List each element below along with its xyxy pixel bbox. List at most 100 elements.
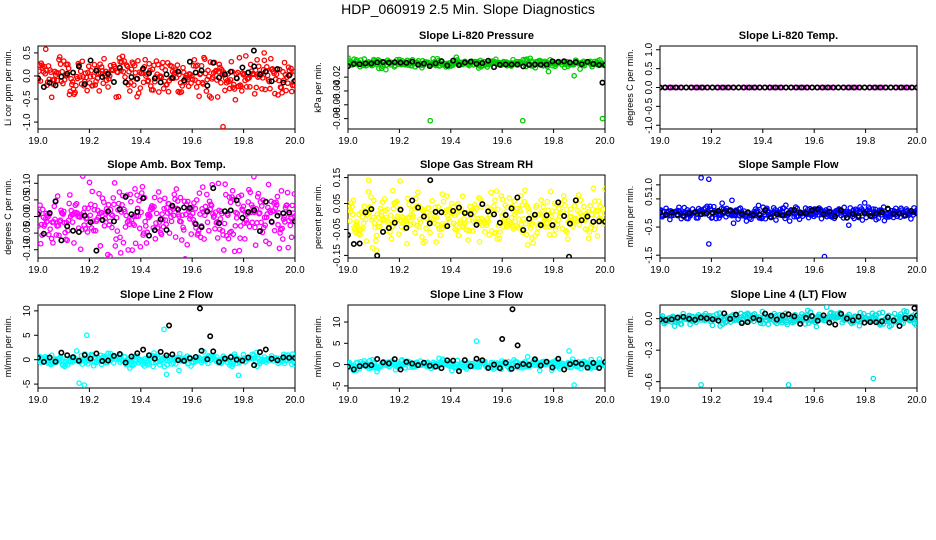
data-point — [762, 215, 769, 222]
chart-panel: Slope Line 4 (LT) Flow 19.0 19.2 19.4 19.6 19… — [625, 289, 927, 406]
selected-point — [280, 210, 287, 217]
y-tick-label: -1.0 — [644, 116, 655, 134]
data-point — [215, 180, 222, 187]
data-point — [216, 61, 223, 68]
selected-point — [181, 357, 188, 364]
selected-point — [163, 352, 170, 359]
selected-point — [368, 362, 375, 369]
selected-point — [268, 78, 275, 85]
data-point — [538, 197, 545, 204]
data-point — [176, 367, 182, 374]
data-point — [540, 203, 547, 210]
data-point — [54, 193, 61, 199]
selected-point — [38, 75, 41, 82]
selected-point — [725, 84, 732, 91]
selected-point — [896, 323, 903, 330]
x-tick-label: 19.2 — [80, 395, 100, 406]
selected-point — [485, 364, 492, 371]
selected-point — [596, 61, 603, 68]
y-tick-label: -0.15 — [332, 244, 343, 267]
selected-point — [662, 84, 669, 91]
selected-point — [157, 348, 164, 355]
x-tick-label: 19.6 — [492, 395, 512, 406]
data-point — [406, 201, 412, 208]
selected-point — [245, 209, 252, 216]
data-point — [206, 198, 213, 205]
data-point — [259, 74, 266, 81]
y-tick-label: -0.05 — [22, 221, 33, 244]
data-point — [495, 206, 501, 213]
selected-point — [779, 312, 786, 319]
y-tick-label: -5 — [22, 379, 33, 388]
selected-point — [549, 58, 556, 65]
data-point — [553, 208, 560, 215]
data-point — [377, 205, 384, 212]
selected-point — [549, 222, 556, 229]
data-point — [600, 220, 605, 227]
data-point — [266, 78, 273, 85]
y-tick-label: -0.5 — [22, 90, 33, 108]
data-point — [422, 238, 429, 245]
data-point — [883, 214, 890, 220]
selected-point — [46, 354, 53, 361]
selected-point — [362, 362, 369, 369]
selected-point — [832, 213, 839, 220]
data-point — [548, 367, 555, 374]
data-point — [516, 216, 522, 223]
selected-point — [838, 310, 845, 317]
data-point — [206, 227, 212, 234]
data-point — [43, 218, 50, 225]
selected-point — [693, 84, 700, 91]
selected-point — [602, 359, 605, 366]
selected-point — [70, 227, 77, 234]
y-tick-label: 5 — [332, 340, 343, 346]
selected-point — [286, 209, 293, 216]
selected-point — [572, 359, 579, 366]
selected-point — [514, 61, 521, 68]
data-point — [155, 61, 161, 68]
x-tick-label: 20.0 — [907, 265, 927, 276]
data-point — [363, 238, 370, 244]
data-point — [552, 227, 559, 233]
data-point — [349, 203, 355, 210]
data-point — [396, 231, 402, 237]
data-point — [365, 189, 372, 195]
selected-point — [715, 207, 722, 214]
selected-point — [584, 58, 591, 65]
data-point — [373, 232, 380, 239]
data-point — [410, 212, 416, 219]
data-point — [174, 62, 181, 69]
data-point — [113, 94, 119, 101]
data-point — [292, 68, 295, 75]
selected-point — [455, 368, 462, 375]
selected-point — [756, 316, 763, 323]
data-point — [222, 87, 228, 94]
data-point — [135, 90, 142, 97]
data-point — [861, 200, 868, 206]
data-point — [527, 55, 534, 62]
data-point — [64, 237, 71, 244]
data-point — [91, 61, 98, 68]
x-tick-label: 19.2 — [80, 136, 100, 147]
x-tick-label: 20.0 — [907, 395, 927, 406]
selected-point — [216, 220, 223, 227]
data-point — [258, 219, 264, 226]
data-point — [159, 211, 165, 217]
data-point — [713, 215, 719, 222]
data-point — [38, 68, 42, 75]
selected-point — [479, 60, 486, 67]
selected-point — [677, 84, 684, 91]
selected-point — [674, 314, 681, 321]
data-point — [134, 192, 140, 198]
data-point — [678, 321, 685, 327]
data-point — [357, 231, 364, 238]
selected-point — [444, 223, 451, 230]
selected-point — [110, 352, 117, 359]
data-point — [101, 55, 107, 62]
data-point — [188, 231, 195, 237]
selected-point — [914, 312, 917, 319]
data-point — [524, 353, 531, 360]
data-point — [536, 367, 543, 374]
data-point — [226, 194, 233, 200]
data-point — [142, 56, 149, 63]
